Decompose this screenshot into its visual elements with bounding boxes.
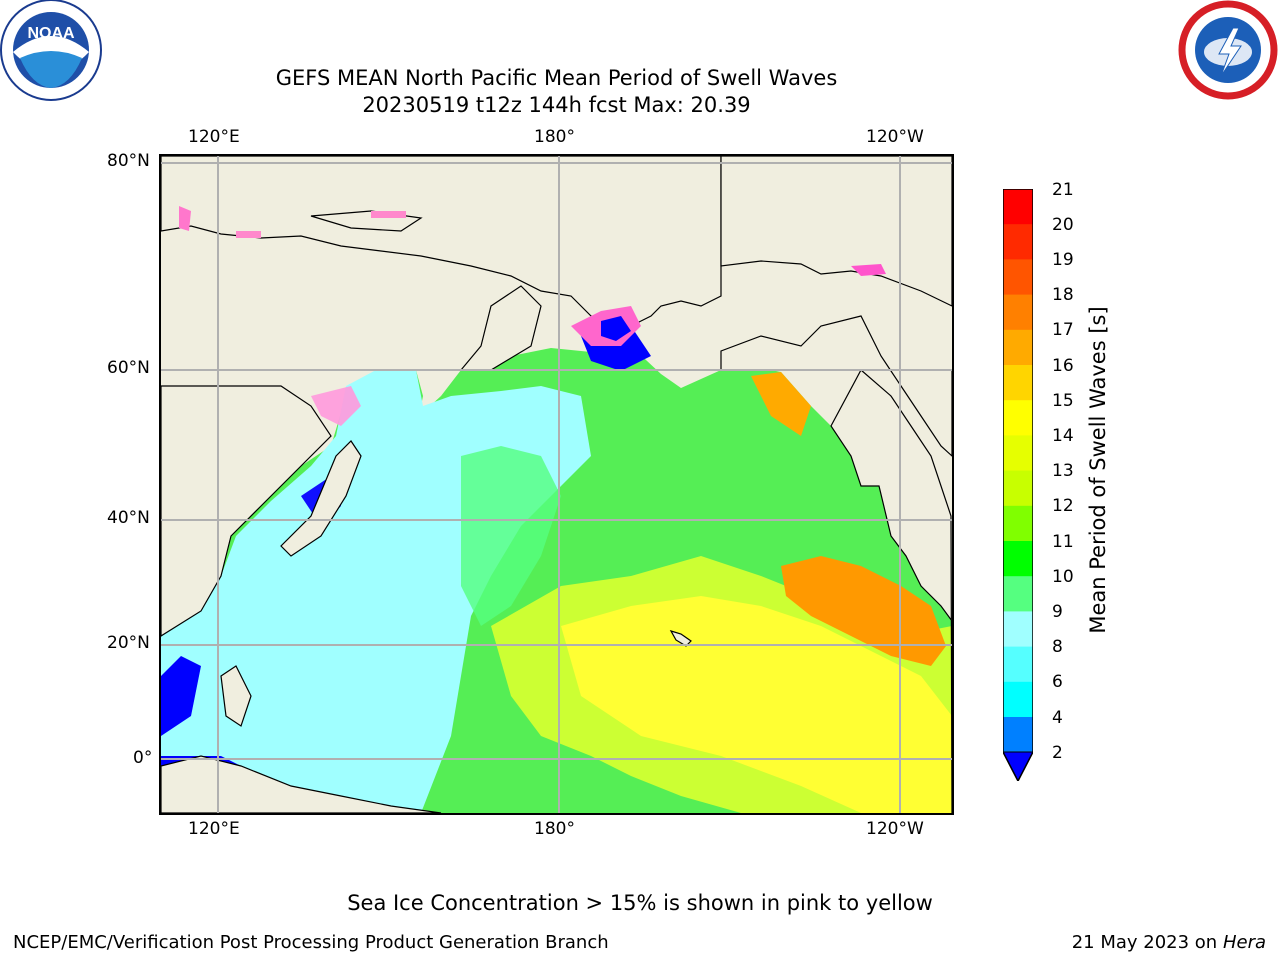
colorbar-swatch xyxy=(1003,329,1033,366)
lon-tick-bottom: 120°W xyxy=(866,819,924,839)
colorbar-swatch xyxy=(1003,646,1033,683)
map-title: GEFS MEAN North Pacific Mean Period of S… xyxy=(275,66,838,90)
colorbar-tick-label: 12 xyxy=(1052,496,1074,516)
colorbar-swatch xyxy=(1003,470,1033,507)
swell-period-map xyxy=(159,154,954,815)
sea-ice-note: Sea Ice Concentration > 15% is shown in … xyxy=(347,891,933,915)
lat-tick: 60°N xyxy=(107,358,150,378)
colorbar-swatch xyxy=(1003,541,1033,577)
colorbar-tick-label: 19 xyxy=(1052,250,1074,270)
colorbar-tick-label: 6 xyxy=(1052,672,1063,692)
colorbar-tick-label: 4 xyxy=(1052,708,1063,728)
colorbar-swatch xyxy=(1003,400,1033,436)
colorbar-swatch xyxy=(1003,365,1033,401)
machine-name: Hera xyxy=(1222,932,1266,953)
colorbar-tick-label: 13 xyxy=(1052,461,1074,481)
colorbar-under-arrow xyxy=(1003,751,1033,781)
colorbar-tick-label: 21 xyxy=(1052,180,1074,200)
lat-tick: 0° xyxy=(133,748,153,768)
colorbar-swatch xyxy=(1003,294,1033,331)
lat-tick: 80°N xyxy=(107,151,150,171)
credit-text: NCEP/EMC/Verification Post Processing Pr… xyxy=(13,932,609,953)
map-canvas xyxy=(161,156,952,813)
noaa-logo: NOAA xyxy=(0,0,102,101)
lon-tick-bottom: 120°E xyxy=(188,819,240,839)
colorbar-swatch xyxy=(1003,576,1033,612)
lon-tick-top: 120°W xyxy=(866,127,924,147)
colorbar-tick-label: 14 xyxy=(1052,426,1074,446)
colorbar-swatch xyxy=(1003,717,1033,753)
colorbar-swatch xyxy=(1003,435,1033,472)
lon-tick-bottom: 180° xyxy=(534,819,575,839)
nws-logo xyxy=(1178,0,1278,100)
map-subtitle: 20230519 t12z 144h fcst Max: 20.39 xyxy=(362,93,751,117)
colorbar xyxy=(1003,189,1033,781)
colorbar-swatch xyxy=(1003,224,1033,260)
colorbar-tick-label: 18 xyxy=(1052,285,1074,305)
lon-tick-top: 180° xyxy=(534,127,575,147)
run-date-text: 21 May 2023 on xyxy=(1071,932,1218,953)
noaa-logo-text: NOAA xyxy=(27,25,75,42)
colorbar-tick-label: 15 xyxy=(1052,391,1074,411)
colorbar-tick-label: 20 xyxy=(1052,215,1074,235)
run-date: 21 May 2023 on Hera xyxy=(1072,932,1266,953)
lon-tick-top: 120°E xyxy=(188,127,240,147)
colorbar-swatch xyxy=(1003,505,1033,542)
colorbar-swatch xyxy=(1003,681,1033,718)
colorbar-tick-label: 11 xyxy=(1052,532,1074,552)
sea-ice xyxy=(179,206,886,426)
graticule xyxy=(161,156,952,813)
colorbar-title: Mean Period of Swell Waves [s] xyxy=(1086,306,1110,634)
land xyxy=(161,156,952,813)
colorbar-tick-label: 10 xyxy=(1052,567,1074,587)
colorbar-tick-label: 2 xyxy=(1052,743,1063,763)
lat-tick: 40°N xyxy=(107,508,150,528)
colorbar-swatch xyxy=(1003,611,1033,648)
colorbar-outline xyxy=(1003,189,1033,781)
colorbar-swatch xyxy=(1003,189,1033,225)
colorbar-swatch xyxy=(1003,259,1033,296)
colorbar-tick-label: 17 xyxy=(1052,320,1074,340)
colorbar-tick-label: 16 xyxy=(1052,356,1074,376)
colorbar-tick-label: 9 xyxy=(1052,602,1063,622)
colorbar-tick-label: 8 xyxy=(1052,637,1063,657)
lat-tick: 20°N xyxy=(107,633,150,653)
